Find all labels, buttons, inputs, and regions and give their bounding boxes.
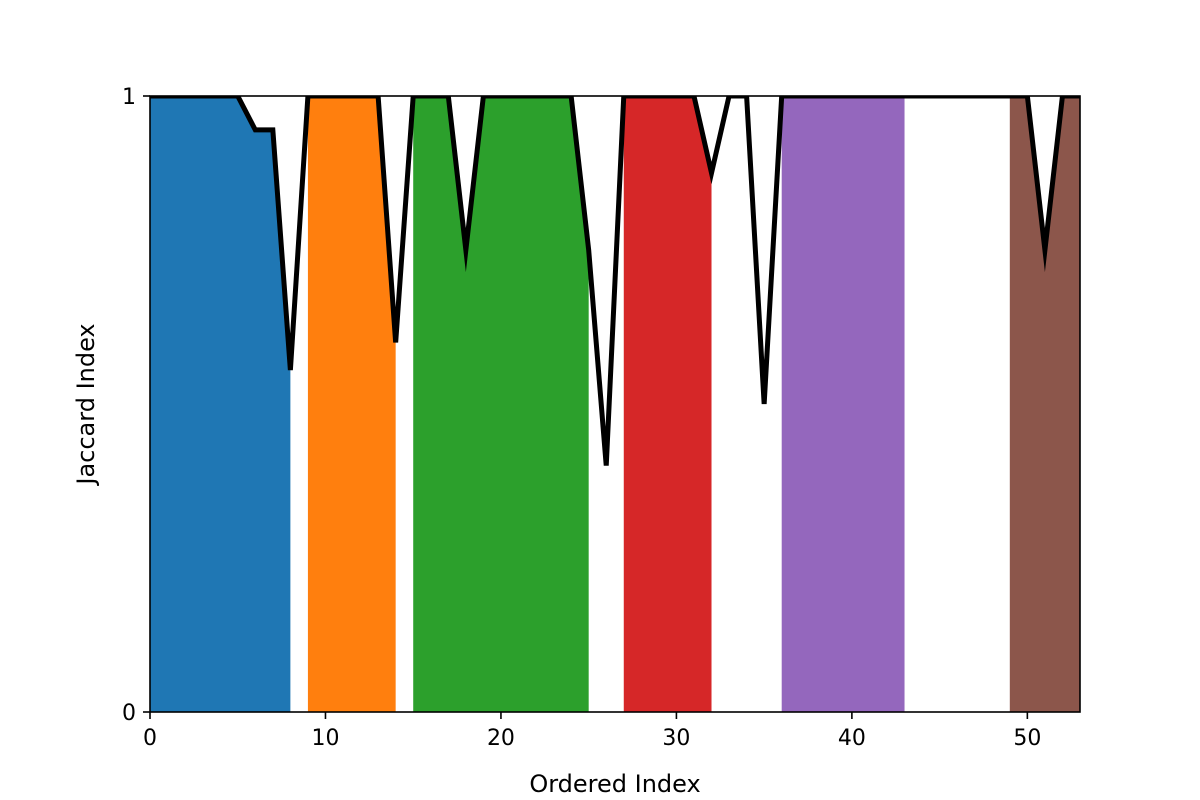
cluster-fills — [150, 96, 1080, 712]
x-tick-label: 40 — [838, 726, 866, 751]
jaccard-line-layer — [150, 96, 1080, 466]
cluster-fill-5 — [781, 96, 905, 712]
x-axis-label: Ordered Index — [529, 770, 700, 798]
y-axis-ticks: 01 — [122, 85, 150, 726]
cluster-fill-4 — [623, 96, 712, 712]
y-tick-label: 0 — [122, 701, 136, 726]
y-tick-label: 1 — [122, 85, 136, 110]
cluster-fill-3 — [413, 96, 589, 712]
cluster-fill-1 — [150, 96, 291, 712]
x-axis-ticks: 0 10 20 30 40 50 — [143, 712, 1041, 751]
x-tick-label: 20 — [487, 726, 515, 751]
cluster-fill-2 — [307, 96, 396, 712]
x-tick-label: 50 — [1013, 726, 1041, 751]
plot-frame — [149, 95, 1081, 713]
jaccard-line — [150, 96, 1080, 466]
x-tick-label: 0 — [143, 726, 157, 751]
cluster-fill-6 — [1009, 96, 1080, 712]
y-axis-label: Jaccard Index — [72, 323, 100, 486]
x-tick-label: 30 — [662, 726, 690, 751]
x-tick-label: 10 — [311, 726, 339, 751]
